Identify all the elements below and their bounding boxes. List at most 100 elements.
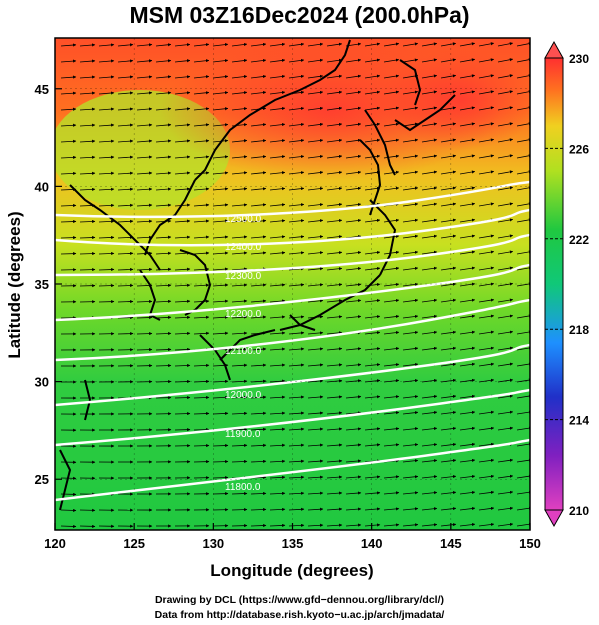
wind-arrow — [459, 74, 476, 79]
wind-arrow — [193, 411, 210, 416]
wind-arrow — [364, 491, 381, 495]
wind-arrow — [345, 491, 362, 495]
wind-arrow — [421, 202, 438, 207]
wind-arrow — [288, 347, 305, 351]
wind-arrow — [497, 330, 514, 335]
wind-arrow — [345, 379, 362, 383]
wind-arrow — [136, 331, 153, 336]
wind-arrow — [155, 267, 172, 271]
wind-arrow — [136, 219, 153, 223]
wind-arrow — [231, 251, 248, 255]
wind-arrow — [383, 218, 400, 223]
wind-arrow — [174, 379, 191, 384]
wind-arrow — [402, 58, 419, 63]
wind-arrow — [440, 74, 457, 79]
wind-arrow — [440, 122, 457, 127]
wind-arrow — [174, 395, 191, 400]
wind-arrow — [269, 187, 286, 191]
wind-arrow — [402, 491, 419, 495]
wind-arrow — [383, 507, 400, 511]
wind-arrow — [402, 330, 419, 335]
wind-arrow — [231, 299, 248, 303]
wind-arrow — [250, 74, 267, 79]
wind-arrow — [478, 138, 495, 143]
wind-arrow — [478, 426, 495, 431]
wind-arrow — [288, 58, 305, 63]
wind-arrow — [326, 58, 343, 63]
wind-arrow — [250, 42, 267, 47]
wind-arrow — [269, 283, 286, 287]
wind-arrow — [478, 42, 495, 47]
wind-arrow — [288, 459, 305, 463]
wind-arrow — [497, 138, 514, 143]
wind-arrow — [269, 58, 286, 63]
wind-arrow — [193, 155, 210, 159]
wind-arrow — [383, 443, 400, 447]
wind-arrow — [364, 315, 381, 319]
wind-arrow — [440, 442, 457, 447]
wind-arrow — [402, 106, 419, 111]
wind-arrow — [497, 506, 514, 511]
wind-arrow — [383, 74, 400, 79]
wind-arrow — [250, 411, 267, 415]
wind-arrow — [421, 218, 438, 223]
wind-arrow — [459, 426, 476, 431]
wind-arrow — [231, 283, 248, 287]
wind-arrow — [307, 443, 324, 447]
contour-label: 12200.0 — [225, 309, 262, 320]
wind-arrow — [212, 395, 229, 400]
wind-arrow — [440, 458, 457, 463]
wind-arrow — [497, 410, 514, 415]
wind-arrow — [288, 42, 305, 47]
wind-arrow — [345, 459, 362, 463]
wind-arrow — [364, 298, 381, 303]
wind-arrow — [250, 459, 267, 463]
wind-arrow — [345, 427, 362, 431]
wind-arrow — [421, 507, 438, 511]
wind-arrow — [212, 251, 229, 255]
wind-arrow — [174, 267, 191, 271]
wind-arrow — [345, 154, 362, 159]
wind-arrow — [459, 506, 476, 511]
wind-arrow — [326, 363, 343, 367]
wind-arrow — [250, 107, 267, 111]
wind-arrow — [193, 235, 210, 239]
wind-arrow — [497, 314, 514, 319]
wind-arrow — [459, 218, 476, 223]
wind-arrow — [497, 522, 514, 527]
x-axis: 120 125 130 135 140 145 150 — [44, 523, 541, 551]
wind-arrow — [402, 170, 419, 175]
wind-arrow — [231, 443, 248, 448]
wind-arrow — [79, 251, 96, 256]
wind-arrow — [269, 363, 286, 367]
wind-arrow — [60, 91, 77, 95]
wind-arrow — [98, 155, 115, 159]
wind-arrow — [326, 475, 343, 479]
wind-arrow — [402, 362, 419, 367]
wind-arrow — [193, 123, 210, 127]
wind-arrow — [326, 491, 343, 495]
wind-arrow — [364, 395, 381, 399]
wind-arrow — [383, 250, 400, 255]
wind-arrow — [136, 251, 153, 255]
wind-arrow — [345, 267, 362, 271]
wind-arrow — [497, 42, 514, 47]
wind-arrow — [345, 475, 362, 479]
wind-arrow — [364, 138, 381, 143]
wind-arrow — [383, 491, 400, 495]
wind-arrow — [421, 138, 438, 143]
wind-arrow — [364, 106, 381, 111]
wind-arrow — [117, 59, 134, 63]
wind-arrow — [440, 58, 457, 63]
wind-arrow — [421, 42, 438, 47]
wind-arrow — [60, 155, 77, 159]
wind-arrow — [212, 315, 229, 319]
wind-arrow — [478, 298, 495, 303]
wind-arrow — [117, 171, 134, 175]
wind-arrow — [117, 107, 134, 111]
wind-arrow — [212, 459, 229, 464]
wind-arrow — [421, 378, 438, 383]
wind-arrow — [193, 267, 210, 271]
wind-arrow — [269, 122, 286, 127]
